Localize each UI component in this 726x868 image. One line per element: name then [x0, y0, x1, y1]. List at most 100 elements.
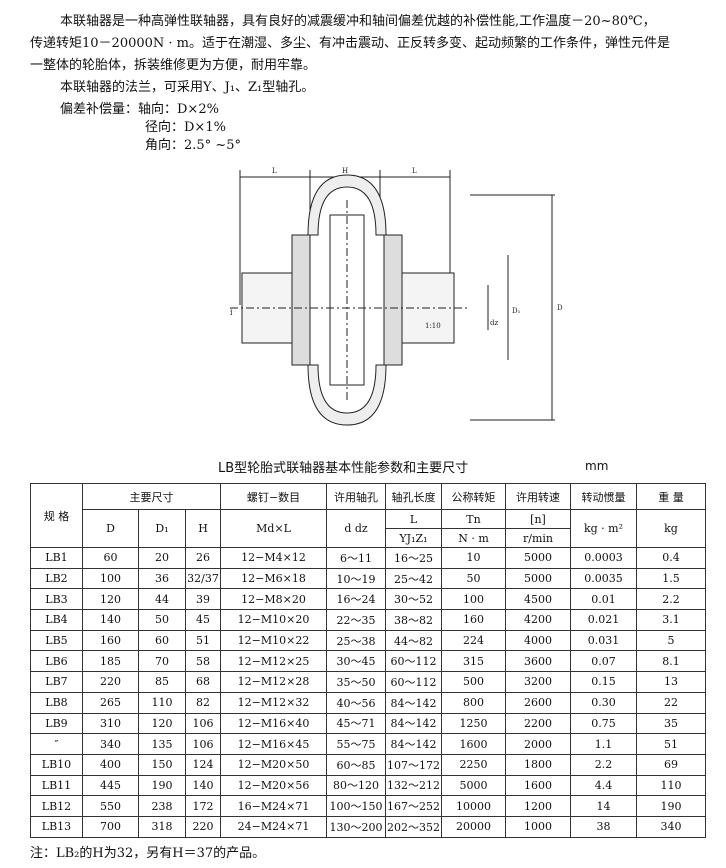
- table-cell: LB3: [30, 588, 83, 611]
- table-cell: 38: [570, 815, 637, 838]
- table-cell: LB9: [30, 712, 83, 735]
- table-row: LB6 185 70 58 12−M12×25 30～45 60～112 315 3600 0.0…: [30, 650, 706, 673]
- table-cell: LB13: [30, 815, 83, 838]
- table-cell: 5000: [441, 774, 506, 797]
- table-cell: 36: [138, 567, 186, 590]
- th-weight: 重 量: [636, 483, 706, 510]
- table-cell: 265: [82, 691, 139, 714]
- table-cell: 120: [82, 588, 139, 611]
- table-cell: 24−M24×71: [220, 815, 327, 838]
- table-unit: mm: [585, 459, 609, 473]
- th-H: H: [185, 509, 221, 548]
- intro-line: 一整体的轮胎体，拆装维修更为方便，耐用牢靠。: [30, 58, 317, 73]
- table-cell: 224: [441, 629, 506, 652]
- dim-L-left: L: [272, 167, 277, 175]
- th-bore-len-unit: YJ₁Z₁: [385, 528, 442, 548]
- table-cell: 69: [636, 753, 706, 776]
- table-row: LB1 60 20 26 12−M4×12 6～11 16～25 10 5000 0.0003 0.…: [30, 547, 706, 569]
- table-cell: 2.2: [636, 588, 706, 611]
- table-cell: 0.0003: [570, 547, 637, 569]
- table-cell: 100～150: [326, 795, 386, 817]
- th-torque-sym: Tn: [441, 509, 506, 529]
- dim-d: d: [230, 309, 233, 317]
- table-cell: 60～85: [326, 753, 386, 776]
- th-bore-len: 轴孔长度: [385, 483, 442, 510]
- table-cell: 2200: [505, 712, 571, 735]
- table-title: LB型轮胎式联轴器基本性能参数和主要尺寸: [218, 461, 469, 476]
- table-cell: LB12: [30, 795, 83, 817]
- table-cell: 0.07: [570, 650, 637, 673]
- table-cell: 12−M20×50: [220, 753, 327, 776]
- table-cell: 40～56: [326, 691, 386, 714]
- table-cell: 4.4: [570, 774, 637, 797]
- table-cell: 60～112: [385, 650, 442, 673]
- table-cell: 25～42: [385, 567, 442, 590]
- th-bore-len-sym: L: [385, 509, 442, 529]
- table-cell: 110: [636, 774, 706, 797]
- table-cell: 0.15: [570, 671, 637, 693]
- table-cell: 10000: [441, 795, 506, 817]
- table-cell: 3600: [505, 650, 571, 673]
- table-cell: 51: [636, 733, 706, 755]
- table-cell: 132～212: [385, 774, 442, 797]
- th-bore: 许用轴孔: [326, 483, 386, 510]
- table-cell: 106: [185, 712, 221, 735]
- table-cell: 50: [441, 567, 506, 590]
- table-row: ″ 340 135 106 12−M16×45 55～75 84～142 1600 2000 1.…: [30, 733, 706, 755]
- table-cell: 0.021: [570, 609, 637, 631]
- table-cell: 5000: [505, 567, 571, 590]
- table-cell: 55～75: [326, 733, 386, 755]
- footnote: 注：LB₂的H为32，另有H＝37的产品。: [30, 846, 266, 861]
- th-speed-sym: [n]: [505, 509, 571, 529]
- table-cell: 45～71: [326, 712, 386, 735]
- table-cell: 58: [185, 650, 221, 673]
- table-cell: 190: [636, 795, 706, 817]
- table-cell: 220: [185, 815, 221, 838]
- table-cell: 160: [82, 629, 139, 652]
- table-cell: 800: [441, 691, 506, 714]
- table-cell: 51: [185, 629, 221, 652]
- table-cell: 1600: [441, 733, 506, 755]
- table-cell: 12−M10×20: [220, 609, 327, 631]
- table-cell: 22～35: [326, 609, 386, 631]
- table-cell: 13: [636, 671, 706, 693]
- dim-D1: D₁: [512, 307, 521, 315]
- table-cell: 400: [82, 753, 139, 776]
- th-speed: 许用转速: [505, 483, 571, 510]
- table-cell: 185: [82, 650, 139, 673]
- table-cell: 140: [82, 609, 139, 631]
- table-cell: 12−M10×22: [220, 629, 327, 652]
- table-cell: 1250: [441, 712, 506, 735]
- table-cell: 44～82: [385, 629, 442, 652]
- table-cell: LB4: [30, 609, 83, 631]
- table-cell: 60: [82, 547, 139, 569]
- table-cell: 150: [138, 753, 186, 776]
- table-cell: 4500: [505, 588, 571, 611]
- table-cell: 30～45: [326, 650, 386, 673]
- table-cell: 35: [636, 712, 706, 735]
- th-inertia-unit: kg · m²: [570, 509, 637, 548]
- table-cell: 130～200: [326, 815, 386, 838]
- table-cell: 45: [185, 609, 221, 631]
- table-cell: 14: [570, 795, 637, 817]
- th-torque-unit: N · m: [441, 528, 506, 548]
- table-cell: 5: [636, 629, 706, 652]
- table-cell: 82: [185, 691, 221, 714]
- table-cell: LB6: [30, 650, 83, 673]
- dim-L-right: L: [412, 167, 417, 175]
- dim-H: H: [342, 167, 348, 175]
- table-cell: 100: [441, 588, 506, 611]
- table-cell: 12−M16×40: [220, 712, 327, 735]
- table-cell: ″: [30, 733, 83, 755]
- table-cell: 238: [138, 795, 186, 817]
- intro-line: 传递转矩10－20000N · m。适于在潮湿、多尘、有冲击震动、正反转多变、起…: [30, 36, 670, 51]
- table-row: LB11 445 190 140 12−M20×56 80～120 132～212 5000 1…: [30, 774, 706, 797]
- table-cell: 20000: [441, 815, 506, 838]
- table-cell: 12−M20×56: [220, 774, 327, 797]
- table-cell: 12−M8×20: [220, 588, 327, 611]
- table-cell: 310: [82, 712, 139, 735]
- table-cell: 0.75: [570, 712, 637, 735]
- table-cell: 39: [185, 588, 221, 611]
- th-bolt-unit: Md×L: [220, 509, 327, 548]
- table-cell: 445: [82, 774, 139, 797]
